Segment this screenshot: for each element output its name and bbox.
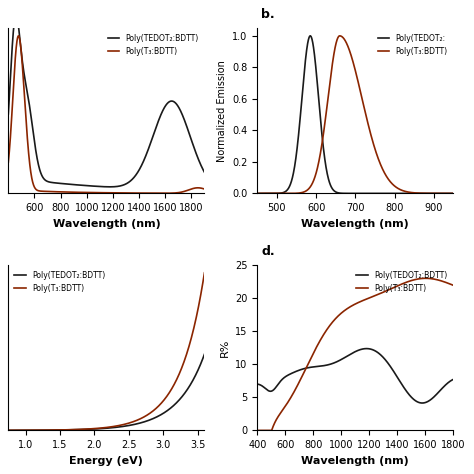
X-axis label: Wavelength (nm): Wavelength (nm): [301, 456, 409, 465]
Legend: Poly(TEDOT₂:BDTT), Poly(T₃:BDTT): Poly(TEDOT₂:BDTT), Poly(T₃:BDTT): [105, 32, 201, 58]
Text: d.: d.: [261, 246, 275, 258]
Legend: Poly(TEDOT₂:, Poly(T₃:BDTT): Poly(TEDOT₂:, Poly(T₃:BDTT): [375, 32, 450, 58]
Legend: Poly(TEDOT₂:BDTT), Poly(T₃:BDTT): Poly(TEDOT₂:BDTT), Poly(T₃:BDTT): [354, 269, 450, 295]
Y-axis label: R%: R%: [219, 338, 229, 357]
Legend: Poly(TEDOT₂:BDTT), Poly(T₃:BDTT): Poly(TEDOT₂:BDTT), Poly(T₃:BDTT): [12, 269, 108, 295]
Y-axis label: Normalized Emission: Normalized Emission: [217, 60, 227, 162]
Text: b.: b.: [261, 9, 275, 21]
X-axis label: Wavelength (nm): Wavelength (nm): [53, 219, 160, 228]
X-axis label: Energy (eV): Energy (eV): [70, 456, 143, 465]
X-axis label: Wavelength (nm): Wavelength (nm): [301, 219, 409, 228]
